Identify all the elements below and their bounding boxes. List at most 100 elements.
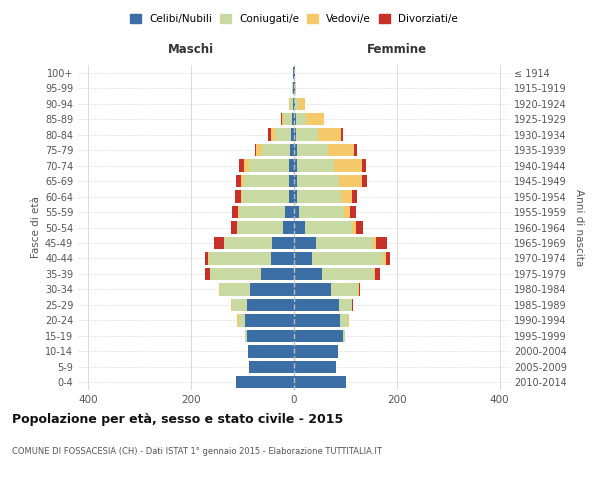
- Y-axis label: Fasce di età: Fasce di età: [31, 196, 41, 258]
- Bar: [210, 268, 260, 280]
- Bar: [294, 175, 296, 188]
- Bar: [374, 268, 375, 280]
- Bar: [386, 252, 389, 264]
- Legend: Celibi/Nubili, Coniugati/e, Vedovi/e, Divorziati/e: Celibi/Nubili, Coniugati/e, Vedovi/e, Di…: [127, 11, 461, 28]
- Bar: [328, 144, 354, 156]
- Bar: [255, 144, 256, 156]
- Bar: [334, 160, 362, 172]
- Bar: [294, 190, 296, 202]
- Bar: [292, 82, 293, 94]
- Bar: [341, 128, 343, 141]
- Bar: [247, 298, 294, 311]
- Bar: [289, 98, 290, 110]
- Bar: [350, 206, 356, 218]
- Bar: [289, 190, 294, 202]
- Bar: [339, 175, 362, 188]
- Bar: [295, 82, 296, 94]
- Bar: [241, 190, 242, 202]
- Bar: [235, 190, 241, 202]
- Bar: [316, 237, 373, 249]
- Bar: [271, 252, 294, 264]
- Bar: [262, 144, 290, 156]
- Bar: [289, 160, 294, 172]
- Bar: [238, 206, 239, 218]
- Bar: [296, 175, 339, 188]
- Bar: [375, 268, 380, 280]
- Bar: [348, 314, 349, 326]
- Bar: [208, 252, 209, 264]
- Bar: [354, 144, 357, 156]
- Bar: [289, 175, 294, 188]
- Bar: [285, 206, 294, 218]
- Bar: [292, 113, 294, 126]
- Bar: [248, 345, 294, 358]
- Bar: [292, 128, 294, 141]
- Bar: [275, 128, 292, 141]
- Bar: [294, 160, 296, 172]
- Bar: [294, 222, 305, 234]
- Bar: [294, 144, 296, 156]
- Bar: [294, 268, 322, 280]
- Bar: [352, 222, 356, 234]
- Bar: [305, 222, 352, 234]
- Y-axis label: Anni di nascita: Anni di nascita: [574, 189, 584, 266]
- Bar: [344, 206, 350, 218]
- Bar: [339, 298, 352, 311]
- Bar: [359, 283, 360, 296]
- Bar: [341, 190, 352, 202]
- Bar: [247, 330, 294, 342]
- Bar: [236, 376, 294, 388]
- Bar: [239, 314, 245, 326]
- Bar: [231, 298, 232, 311]
- Bar: [294, 237, 316, 249]
- Bar: [294, 206, 299, 218]
- Bar: [214, 237, 224, 249]
- Bar: [239, 206, 285, 218]
- Bar: [295, 98, 298, 110]
- Bar: [294, 330, 343, 342]
- Bar: [271, 128, 275, 141]
- Bar: [340, 314, 348, 326]
- Bar: [331, 283, 358, 296]
- Bar: [383, 252, 386, 264]
- Bar: [294, 98, 295, 110]
- Text: Maschi: Maschi: [168, 42, 214, 56]
- Bar: [376, 237, 387, 249]
- Bar: [296, 160, 334, 172]
- Bar: [290, 144, 294, 156]
- Bar: [356, 222, 364, 234]
- Bar: [224, 237, 272, 249]
- Bar: [294, 252, 312, 264]
- Bar: [209, 252, 271, 264]
- Bar: [352, 190, 357, 202]
- Bar: [294, 360, 336, 373]
- Bar: [231, 222, 238, 234]
- Bar: [294, 345, 338, 358]
- Bar: [362, 175, 367, 188]
- Bar: [239, 160, 244, 172]
- Bar: [299, 206, 344, 218]
- Bar: [245, 314, 294, 326]
- Bar: [290, 98, 293, 110]
- Bar: [232, 298, 247, 311]
- Text: COMUNE DI FOSSACESIA (CH) - Dati ISTAT 1° gennaio 2015 - Elaborazione TUTTITALIA: COMUNE DI FOSSACESIA (CH) - Dati ISTAT 1…: [12, 448, 382, 456]
- Bar: [362, 160, 366, 172]
- Text: Femmine: Femmine: [367, 42, 427, 56]
- Bar: [294, 298, 339, 311]
- Bar: [236, 175, 241, 188]
- Bar: [250, 283, 294, 296]
- Bar: [249, 360, 294, 373]
- Bar: [358, 283, 359, 296]
- Bar: [296, 128, 317, 141]
- Bar: [244, 160, 249, 172]
- Bar: [245, 330, 247, 342]
- Bar: [298, 98, 305, 110]
- Bar: [294, 314, 340, 326]
- Bar: [296, 113, 306, 126]
- Bar: [232, 206, 238, 218]
- Bar: [312, 252, 383, 264]
- Bar: [352, 298, 353, 311]
- Bar: [241, 175, 244, 188]
- Bar: [244, 175, 289, 188]
- Bar: [296, 190, 341, 202]
